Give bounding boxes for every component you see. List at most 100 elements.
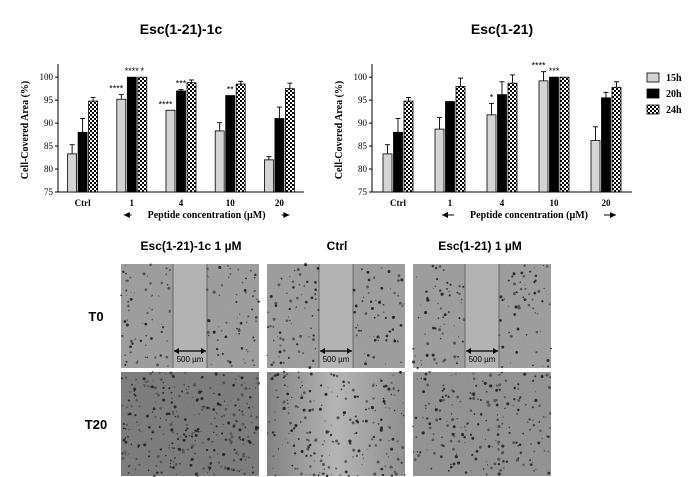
cell — [234, 404, 237, 407]
cell — [191, 432, 194, 435]
cell — [351, 388, 355, 392]
cell — [493, 462, 497, 466]
cell — [238, 436, 241, 439]
cell — [501, 366, 504, 369]
cell — [489, 384, 493, 388]
cell — [342, 384, 346, 388]
cell — [532, 419, 534, 421]
cell — [469, 391, 472, 394]
cell — [302, 408, 306, 412]
cell — [280, 277, 283, 280]
cell — [158, 425, 161, 429]
cell — [297, 406, 299, 409]
cell — [129, 298, 133, 301]
cell — [381, 473, 384, 476]
cell — [496, 414, 499, 416]
cell — [201, 406, 203, 408]
micrograph-T0-3: 500 µm — [412, 264, 552, 369]
cell — [449, 439, 453, 443]
cell — [547, 385, 552, 390]
cell — [313, 400, 315, 402]
cell — [136, 360, 139, 363]
cell — [528, 418, 531, 421]
cell — [474, 457, 478, 461]
cell — [121, 404, 124, 407]
cell — [274, 474, 277, 477]
cell — [223, 466, 227, 470]
legend-swatch-20h — [646, 88, 660, 99]
cell — [285, 319, 289, 323]
cell — [535, 330, 539, 334]
cell — [332, 374, 336, 377]
cell — [243, 359, 245, 361]
cell — [523, 298, 527, 302]
cell — [277, 283, 281, 287]
cell — [372, 276, 376, 279]
cell — [272, 317, 276, 321]
cell — [146, 312, 149, 315]
cell — [452, 425, 456, 429]
bar-15h — [382, 153, 393, 193]
cell — [135, 378, 138, 381]
y-tick-label: 75 — [358, 187, 368, 197]
cell — [211, 440, 214, 444]
cell — [156, 363, 160, 367]
cell — [503, 460, 506, 462]
cell — [129, 339, 133, 343]
cell — [162, 433, 165, 435]
cell — [206, 471, 208, 473]
cell — [423, 377, 427, 381]
cell — [195, 399, 198, 403]
cell — [303, 416, 307, 420]
cell — [195, 443, 197, 446]
cell — [500, 371, 503, 374]
cell — [192, 404, 195, 407]
cell — [255, 432, 257, 435]
cell — [222, 374, 225, 377]
cell — [184, 435, 188, 438]
cell — [128, 391, 131, 393]
cell — [471, 436, 475, 440]
cell — [543, 450, 546, 452]
cell — [335, 467, 338, 470]
cell — [242, 454, 246, 458]
cell — [190, 435, 194, 438]
bar-24h — [559, 76, 570, 193]
cell — [179, 435, 182, 438]
micrograph-texture — [121, 372, 259, 476]
cell — [267, 311, 269, 313]
cell — [537, 441, 541, 445]
cell — [501, 298, 504, 302]
cell — [519, 281, 522, 284]
bar-24h — [137, 76, 148, 193]
cell — [508, 331, 510, 334]
cell — [237, 329, 241, 333]
cell — [453, 341, 457, 345]
cell — [171, 397, 173, 400]
cell — [348, 439, 352, 443]
cell — [522, 296, 525, 299]
cell — [159, 354, 162, 357]
cell — [134, 338, 137, 341]
cell — [314, 438, 318, 442]
cell — [534, 375, 537, 378]
cell — [451, 389, 453, 391]
cell — [309, 454, 312, 457]
cell — [251, 471, 255, 474]
cell — [401, 412, 403, 415]
cell — [297, 438, 300, 440]
cell — [469, 397, 472, 400]
cell — [517, 387, 520, 390]
x-axis-label: Peptide concentration (µM) — [148, 210, 266, 221]
chart-panel-2: Esc(1-21) 75 80 85 90 95 100 Cell-Covered Area … — [334, 21, 632, 221]
cell — [172, 413, 175, 416]
cell — [194, 452, 196, 455]
cell — [514, 305, 518, 309]
cell — [377, 314, 380, 317]
cell — [377, 336, 381, 339]
cell — [479, 399, 482, 402]
cell — [447, 469, 450, 472]
cell — [170, 428, 174, 432]
cell — [446, 424, 450, 427]
cell — [300, 396, 304, 400]
